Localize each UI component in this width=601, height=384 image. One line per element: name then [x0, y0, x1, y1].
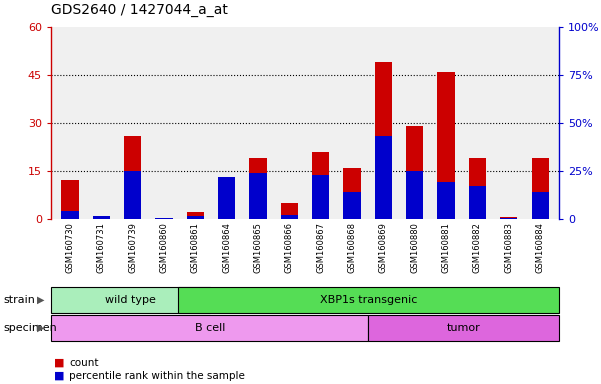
Text: count: count	[69, 358, 99, 368]
Bar	[406, 126, 423, 219]
Bar	[187, 212, 204, 219]
Bar	[124, 171, 141, 219]
Text: specimen: specimen	[3, 323, 56, 333]
Text: percentile rank within the sample: percentile rank within the sample	[69, 371, 245, 381]
Bar	[281, 215, 298, 219]
Bar	[312, 152, 329, 219]
Bar	[500, 217, 517, 219]
Bar	[155, 218, 172, 219]
Bar	[438, 72, 455, 219]
Bar	[218, 177, 235, 219]
Text: GDS2640 / 1427044_a_at: GDS2640 / 1427044_a_at	[51, 3, 228, 17]
Bar	[406, 171, 423, 219]
Bar	[281, 203, 298, 219]
Bar	[531, 158, 549, 219]
Text: ■: ■	[54, 358, 64, 368]
Bar	[93, 216, 110, 219]
Bar	[187, 216, 204, 219]
Bar	[343, 192, 361, 219]
Bar	[343, 168, 361, 219]
Bar	[61, 211, 79, 219]
Bar	[124, 136, 141, 219]
Text: XBP1s transgenic: XBP1s transgenic	[320, 295, 417, 305]
Text: ■: ■	[54, 371, 64, 381]
Bar	[375, 62, 392, 219]
Bar	[469, 158, 486, 219]
Bar	[469, 186, 486, 219]
Text: tumor: tumor	[447, 323, 481, 333]
Bar	[375, 136, 392, 219]
Text: ▶: ▶	[37, 323, 44, 333]
Text: wild type: wild type	[105, 295, 156, 305]
Bar	[438, 182, 455, 219]
Text: B cell: B cell	[195, 323, 225, 333]
Bar	[61, 180, 79, 219]
Bar	[312, 175, 329, 219]
Bar	[155, 218, 172, 219]
Text: strain: strain	[3, 295, 35, 305]
Bar	[249, 158, 267, 219]
Text: ▶: ▶	[37, 295, 44, 305]
Bar	[249, 173, 267, 219]
Bar	[500, 218, 517, 219]
Bar	[531, 192, 549, 219]
Bar	[218, 214, 235, 219]
Bar	[93, 216, 110, 219]
